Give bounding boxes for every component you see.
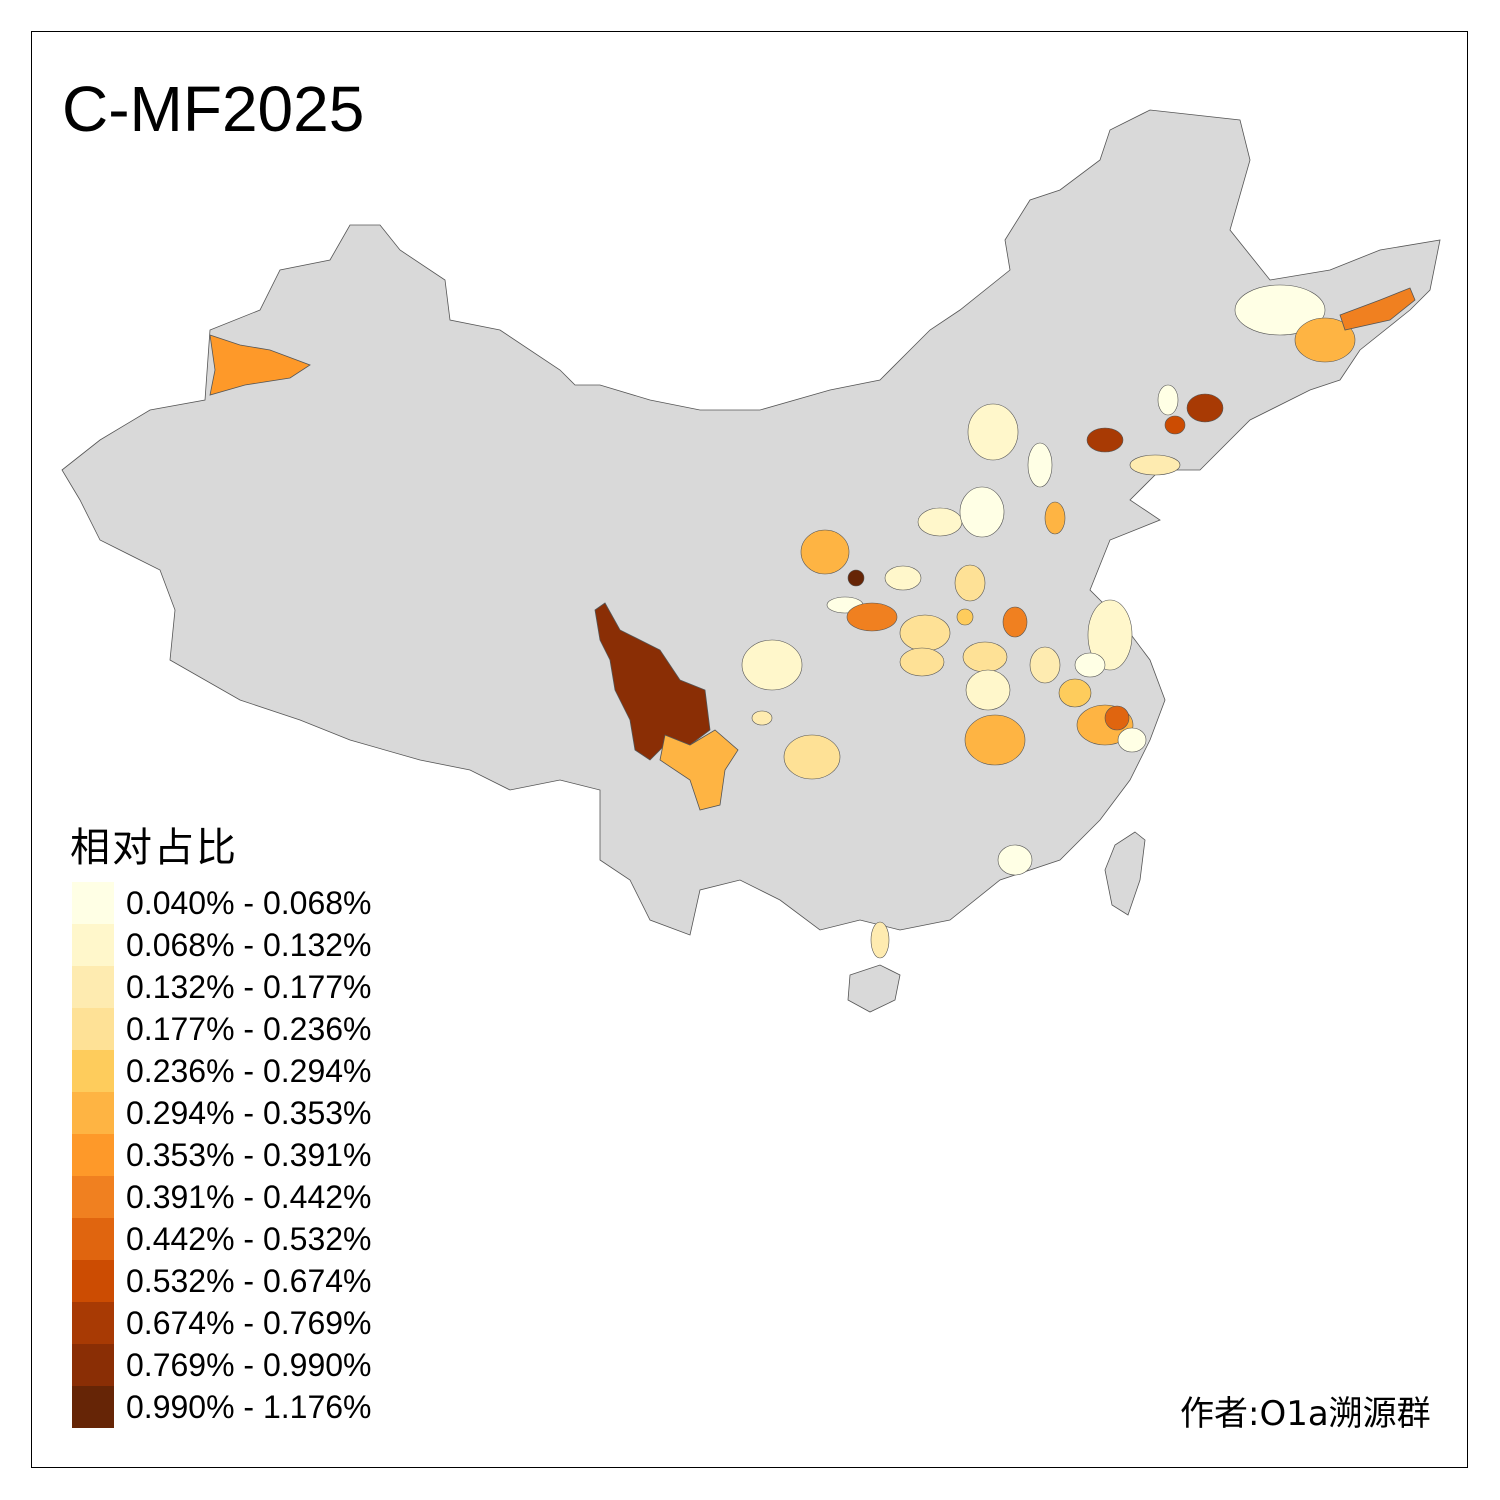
legend-label: 0.068% - 0.132% <box>126 926 372 963</box>
legend-swatch <box>72 1092 114 1134</box>
legend-item: 0.040% - 0.068% <box>72 882 372 924</box>
legend-item: 0.132% - 0.177% <box>72 966 372 1008</box>
legend-item: 0.674% - 0.769% <box>72 1302 372 1344</box>
region-yanbian <box>1339 287 1416 331</box>
legend: 0.040% - 0.068% 0.068% - 0.132% 0.132% - 0… <box>72 882 372 1428</box>
region-guiyang <box>783 734 841 780</box>
region-tianjin <box>1027 442 1053 488</box>
region-yili <box>209 334 311 396</box>
region-wuhan <box>965 669 1011 711</box>
region-guangzhou <box>997 844 1033 876</box>
legend-label: 0.353% - 0.391% <box>126 1136 372 1173</box>
region-guyuan <box>847 569 865 587</box>
legend-swatch <box>72 1260 114 1302</box>
legend-label: 0.769% - 0.990% <box>126 1346 372 1383</box>
legend-label: 0.236% - 0.294% <box>126 1052 372 1089</box>
region-dezhou <box>1044 501 1066 535</box>
legend-swatch <box>72 1302 114 1344</box>
legend-swatch <box>72 1386 114 1428</box>
region-liangshan <box>659 729 739 811</box>
region-xuzhou <box>1002 606 1028 638</box>
region-taiyuan <box>917 507 963 537</box>
region-ningbo <box>1117 727 1147 753</box>
legend-item: 0.769% - 0.990% <box>72 1344 372 1386</box>
legend-label: 0.040% - 0.068% <box>126 884 372 921</box>
region-anqing <box>1058 678 1092 708</box>
legend-item: 0.177% - 0.236% <box>72 1008 372 1050</box>
legend-swatch <box>72 1134 114 1176</box>
legend-label: 0.674% - 0.769% <box>126 1304 372 1341</box>
legend-swatch <box>72 1218 114 1260</box>
region-chengdu <box>741 639 803 691</box>
region-jinzhou <box>1086 427 1124 453</box>
legend-title: 相对占比 <box>70 825 238 871</box>
legend-label: 0.442% - 0.532% <box>126 1220 372 1257</box>
legend-swatch <box>72 882 114 924</box>
region-changsha <box>964 714 1026 766</box>
region-yanan <box>884 565 922 591</box>
region-zhanjiang <box>870 921 890 959</box>
region-hefei <box>1029 646 1061 684</box>
region-yangzhou <box>1074 652 1106 678</box>
region-nanjing <box>1087 599 1133 671</box>
legend-item: 0.353% - 0.391% <box>72 1134 372 1176</box>
region-zhangjiakou <box>967 403 1019 461</box>
china-mainland <box>61 109 1441 936</box>
legend-item: 0.068% - 0.132% <box>72 924 372 966</box>
legend-item: 0.294% - 0.353% <box>72 1092 372 1134</box>
legend-label: 0.391% - 0.442% <box>126 1178 372 1215</box>
region-xian <box>846 602 898 632</box>
author-credit: 作者:O1a溯源群 <box>1180 1394 1431 1434</box>
map-frame <box>31 31 1468 1468</box>
legend-swatch <box>72 924 114 966</box>
legend-label: 0.294% - 0.353% <box>126 1094 372 1131</box>
region-luoyang <box>899 614 951 652</box>
region-zhengzhou <box>956 608 974 626</box>
map-title: C-MF2025 <box>62 73 365 145</box>
legend-label: 0.132% - 0.177% <box>126 968 372 1005</box>
legend-swatch <box>72 1008 114 1050</box>
region-shaoxing <box>1104 705 1130 731</box>
region-shenyang <box>1157 384 1179 416</box>
region-jilin <box>1234 284 1326 336</box>
legend-item: 0.990% - 1.176% <box>72 1386 372 1428</box>
taiwan <box>1104 831 1146 916</box>
legend-swatch <box>72 1050 114 1092</box>
region-fushun <box>1186 393 1224 423</box>
region-liaoyang <box>1164 415 1186 435</box>
region-shijiazhuang <box>959 486 1005 538</box>
legend-label: 0.990% - 1.176% <box>126 1388 372 1425</box>
legend-item: 0.532% - 0.674% <box>72 1260 372 1302</box>
legend-label: 0.177% - 0.236% <box>126 1010 372 1047</box>
legend-item: 0.236% - 0.294% <box>72 1050 372 1092</box>
legend-label: 0.532% - 0.674% <box>126 1262 372 1299</box>
region-yinchuan <box>800 529 850 575</box>
region-leshan <box>751 710 773 726</box>
region-handan <box>954 564 986 602</box>
legend-swatch <box>72 966 114 1008</box>
region-nanyang <box>899 647 945 677</box>
region-yanbian-south <box>1294 317 1356 363</box>
hainan <box>847 964 901 1013</box>
region-xinyang <box>962 641 1008 673</box>
region-dalian <box>1129 454 1181 476</box>
legend-swatch <box>72 1176 114 1218</box>
legend-item: 0.442% - 0.532% <box>72 1218 372 1260</box>
legend-swatch <box>72 1344 114 1386</box>
legend-item: 0.391% - 0.442% <box>72 1176 372 1218</box>
